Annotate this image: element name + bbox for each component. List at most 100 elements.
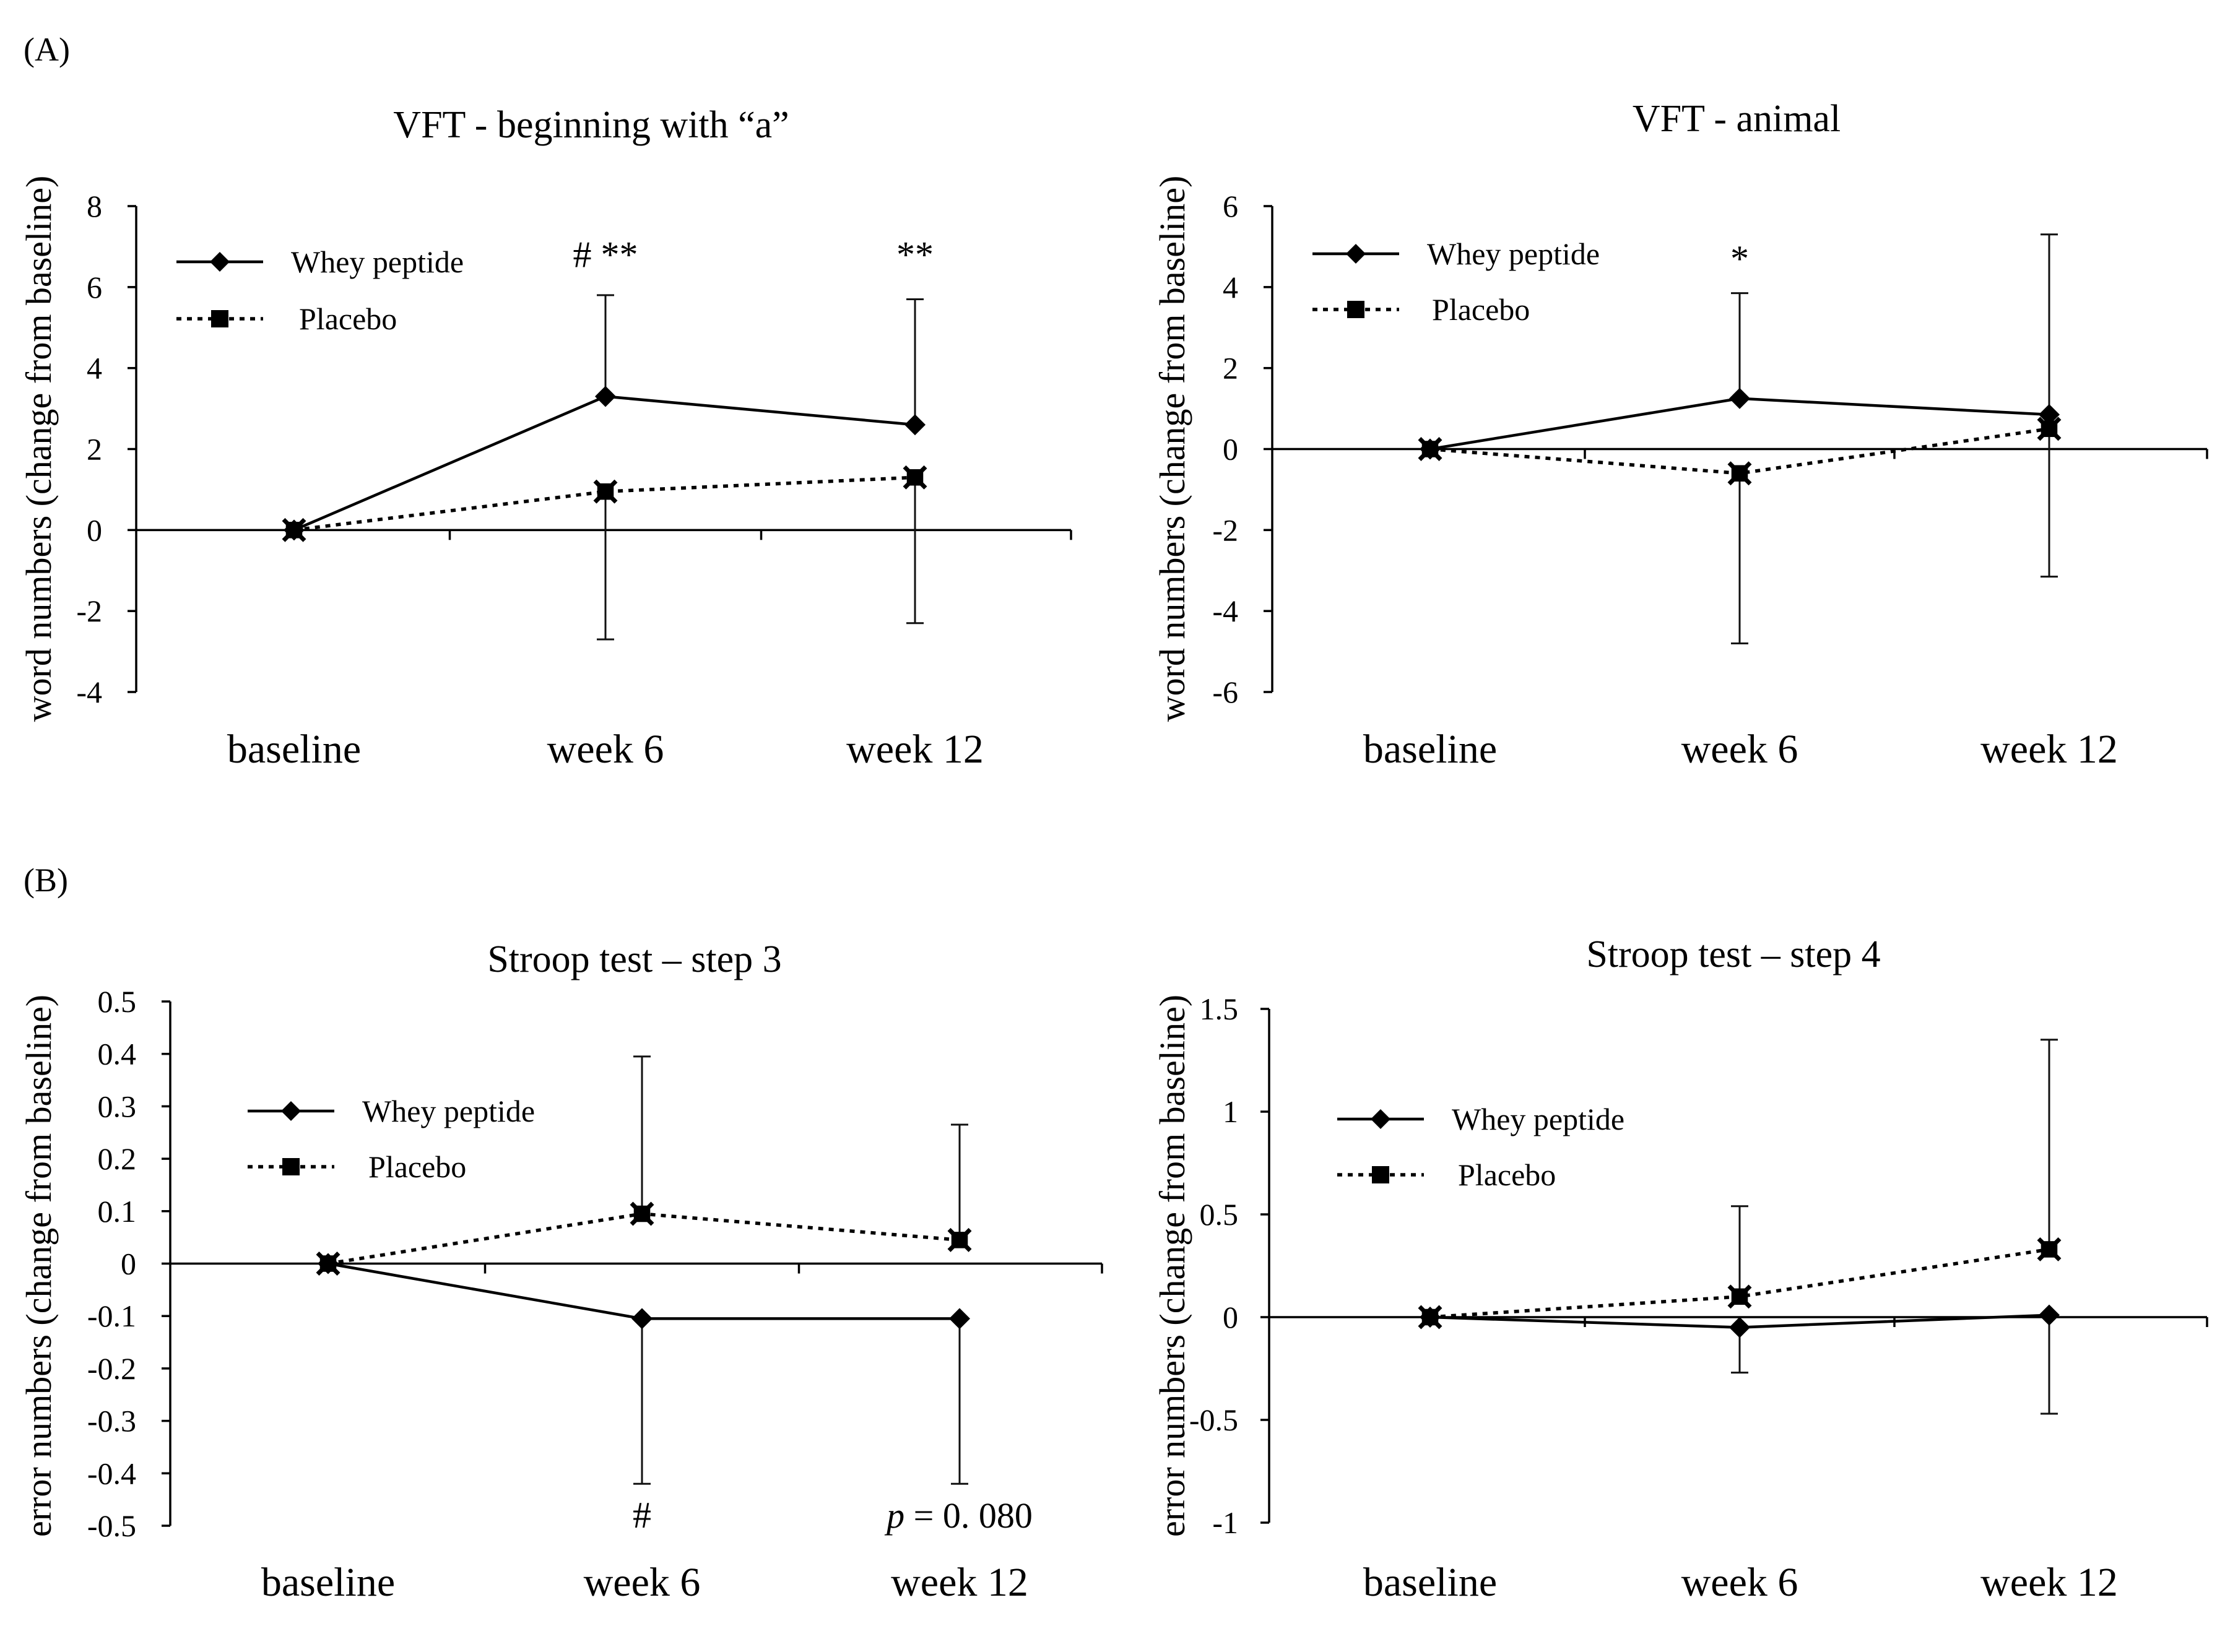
x-tick-label: week 12	[1980, 1560, 2118, 1605]
y-axis-label: word numbers (change from baseline)	[19, 176, 59, 722]
chart-vft-letter-a: VFT - beginning with “a” word numbers (ch…	[19, 104, 1072, 772]
x-tick-label: week 12	[891, 1560, 1028, 1605]
y-tick-label: 4	[1223, 270, 1238, 305]
y-tick-label: -1	[1212, 1505, 1238, 1540]
data-point-placebo	[1727, 461, 1752, 486]
panel-label-a: (A)	[24, 31, 70, 68]
y-tick-label: -0.5	[87, 1508, 136, 1543]
x-tick-label: baseline	[261, 1560, 395, 1605]
y-tick-label: -2	[1212, 512, 1238, 547]
chart-stroop-step-3: Stroop test – step 3 error numbers (chang…	[19, 938, 1103, 1605]
y-tick-label: 0	[1223, 432, 1238, 467]
panel-label-b: (B)	[24, 862, 68, 899]
data-point-placebo	[903, 465, 927, 490]
y-tick-label: 0	[1223, 1300, 1238, 1334]
p-value-annotation: p = 0. 080	[884, 1495, 1033, 1536]
legend-marker-placebo	[1372, 1166, 1389, 1183]
y-axis-label: word numbers (change from baseline)	[1152, 176, 1192, 722]
data-point-placebo	[1727, 1284, 1752, 1309]
y-tick-label: 0.1	[98, 1194, 137, 1229]
y-axis-label: error numbers (change from baseline)	[19, 995, 59, 1537]
legend: Whey peptide Placebo	[1312, 236, 1600, 327]
legend-marker-placebo	[282, 1158, 300, 1175]
legend-label-placebo: Placebo	[368, 1149, 466, 1184]
chart-title: Stroop test – step 3	[487, 938, 781, 980]
legend-marker-placebo	[1347, 301, 1364, 318]
data-point-whey-peptide	[1729, 1317, 1750, 1338]
y-tick-label: 2	[87, 432, 102, 467]
chart-vft-animal: VFT - animal word numbers (change from ba…	[1152, 98, 2208, 772]
significance-annotation: **	[896, 235, 934, 275]
data-point-placebo	[2037, 417, 2062, 441]
chart-title: VFT - animal	[1633, 98, 1841, 140]
legend-label-whey-peptide: Whey peptide	[362, 1094, 535, 1128]
legend: Whey peptide Placebo	[248, 1094, 535, 1184]
y-tick-label: 2	[1223, 351, 1238, 386]
data-point-placebo	[1418, 437, 1442, 461]
x-tick-label: baseline	[1363, 1560, 1497, 1605]
x-tick-label: week 6	[1681, 727, 1798, 772]
data-point-whey-peptide	[595, 386, 616, 407]
y-tick-label: 0.2	[98, 1141, 137, 1176]
data-point-whey-peptide	[631, 1308, 653, 1330]
y-tick-label: 0	[121, 1247, 136, 1281]
legend: Whey peptide Placebo	[176, 244, 464, 336]
chart-title: Stroop test – step 4	[1586, 933, 1880, 975]
series-line-placebo	[1429, 427, 2050, 475]
significance-annotation: #	[633, 1495, 651, 1536]
y-tick-label: 0.5	[98, 984, 137, 1019]
y-tick-label: 1.5	[1200, 992, 1239, 1026]
legend-label-placebo: Placebo	[1458, 1157, 1556, 1192]
data-point-placebo	[282, 517, 306, 542]
legend-marker-whey-peptide	[1371, 1109, 1390, 1129]
data-point-placebo	[630, 1201, 654, 1226]
legend-label-whey-peptide: Whey peptide	[1452, 1102, 1624, 1136]
y-tick-label: -0.4	[87, 1456, 136, 1490]
y-tick-label: 6	[87, 270, 102, 305]
y-tick-label: 1	[1223, 1094, 1238, 1129]
y-tick-label: -4	[1212, 594, 1238, 628]
y-axis-label: error numbers (change from baseline)	[1152, 995, 1192, 1537]
significance-annotation: # **	[573, 235, 638, 275]
legend-marker-whey-peptide	[1346, 244, 1366, 264]
legend-label-placebo: Placebo	[299, 301, 397, 336]
data-point-whey-peptide	[904, 414, 926, 436]
legend: Whey peptide Placebo	[1337, 1102, 1624, 1192]
data-point-whey-peptide	[2039, 1304, 2060, 1326]
x-tick-label: week 6	[1681, 1560, 1798, 1605]
legend-marker-whey-peptide	[281, 1101, 301, 1121]
p-value-number: = 0. 080	[904, 1495, 1033, 1536]
series-line-placebo	[293, 475, 916, 532]
y-tick-label: 0	[87, 512, 102, 547]
significance-annotation: *	[1730, 238, 1749, 279]
legend-label-whey-peptide: Whey peptide	[291, 244, 464, 279]
data-point-whey-peptide	[2039, 404, 2060, 425]
x-tick-label: baseline	[227, 727, 361, 772]
x-tick-label: week 6	[547, 727, 664, 772]
data-point-placebo	[2037, 1237, 2062, 1261]
data-point-placebo	[947, 1227, 972, 1252]
legend-label-placebo: Placebo	[1432, 292, 1530, 327]
data-point-placebo	[593, 479, 618, 504]
y-tick-label: 6	[1223, 189, 1238, 223]
legend-marker-placebo	[211, 310, 228, 327]
legend-label-whey-peptide: Whey peptide	[1427, 236, 1600, 271]
y-tick-label: 4	[87, 351, 102, 386]
y-tick-label: -6	[1212, 675, 1238, 709]
legend-marker-whey-peptide	[210, 252, 230, 272]
series-line-placebo	[1429, 1247, 2050, 1319]
y-tick-label: -0.2	[87, 1351, 136, 1386]
y-tick-label: 0.5	[1200, 1197, 1239, 1232]
x-tick-label: week 12	[846, 727, 984, 772]
y-tick-label: 0.3	[98, 1089, 137, 1123]
y-tick-label: -4	[76, 675, 102, 709]
p-value-symbol: p	[884, 1495, 904, 1536]
data-point-whey-peptide	[949, 1308, 970, 1330]
y-tick-label: -2	[76, 594, 102, 628]
y-tick-label: -0.1	[87, 1299, 136, 1333]
y-tick-label: -0.5	[1189, 1403, 1238, 1437]
y-tick-label: 8	[87, 189, 102, 223]
y-tick-label: 0.4	[98, 1037, 137, 1071]
data-point-whey-peptide	[1729, 387, 1750, 409]
